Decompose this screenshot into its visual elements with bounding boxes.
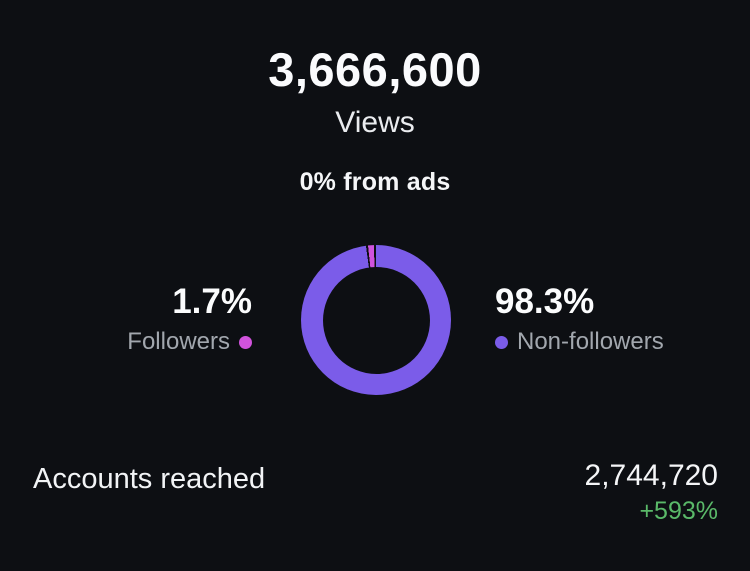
followers-legend-label: Followers [127,328,230,355]
followers-percent: 1.7% [172,282,252,321]
accounts-reached-delta: +593% [639,497,718,525]
non-followers-dot-icon [495,335,508,349]
accounts-reached-values: 2,744,720 +593% [585,459,718,524]
non-followers-percent: 98.3% [495,282,595,321]
views-count: 3,666,600 [268,43,482,96]
followers-legend: Followers [127,330,252,354]
views-donut-chart [301,245,451,395]
non-followers-legend-label: Non-followers [517,328,664,355]
followers-stat: 1.7% Followers [127,284,252,354]
non-followers-legend: Non-followers [495,330,664,354]
ads-percentage-note: 0% from ads [299,168,451,196]
accounts-reached-value: 2,744,720 [584,459,718,492]
accounts-reached-row[interactable]: Accounts reached 2,744,720 +593% [33,459,718,524]
accounts-reached-label: Accounts reached [33,463,266,495]
views-metric-label: Views [335,106,415,139]
followers-dot-icon [239,335,252,349]
non-followers-stat: 98.3% Non-followers [495,284,664,354]
